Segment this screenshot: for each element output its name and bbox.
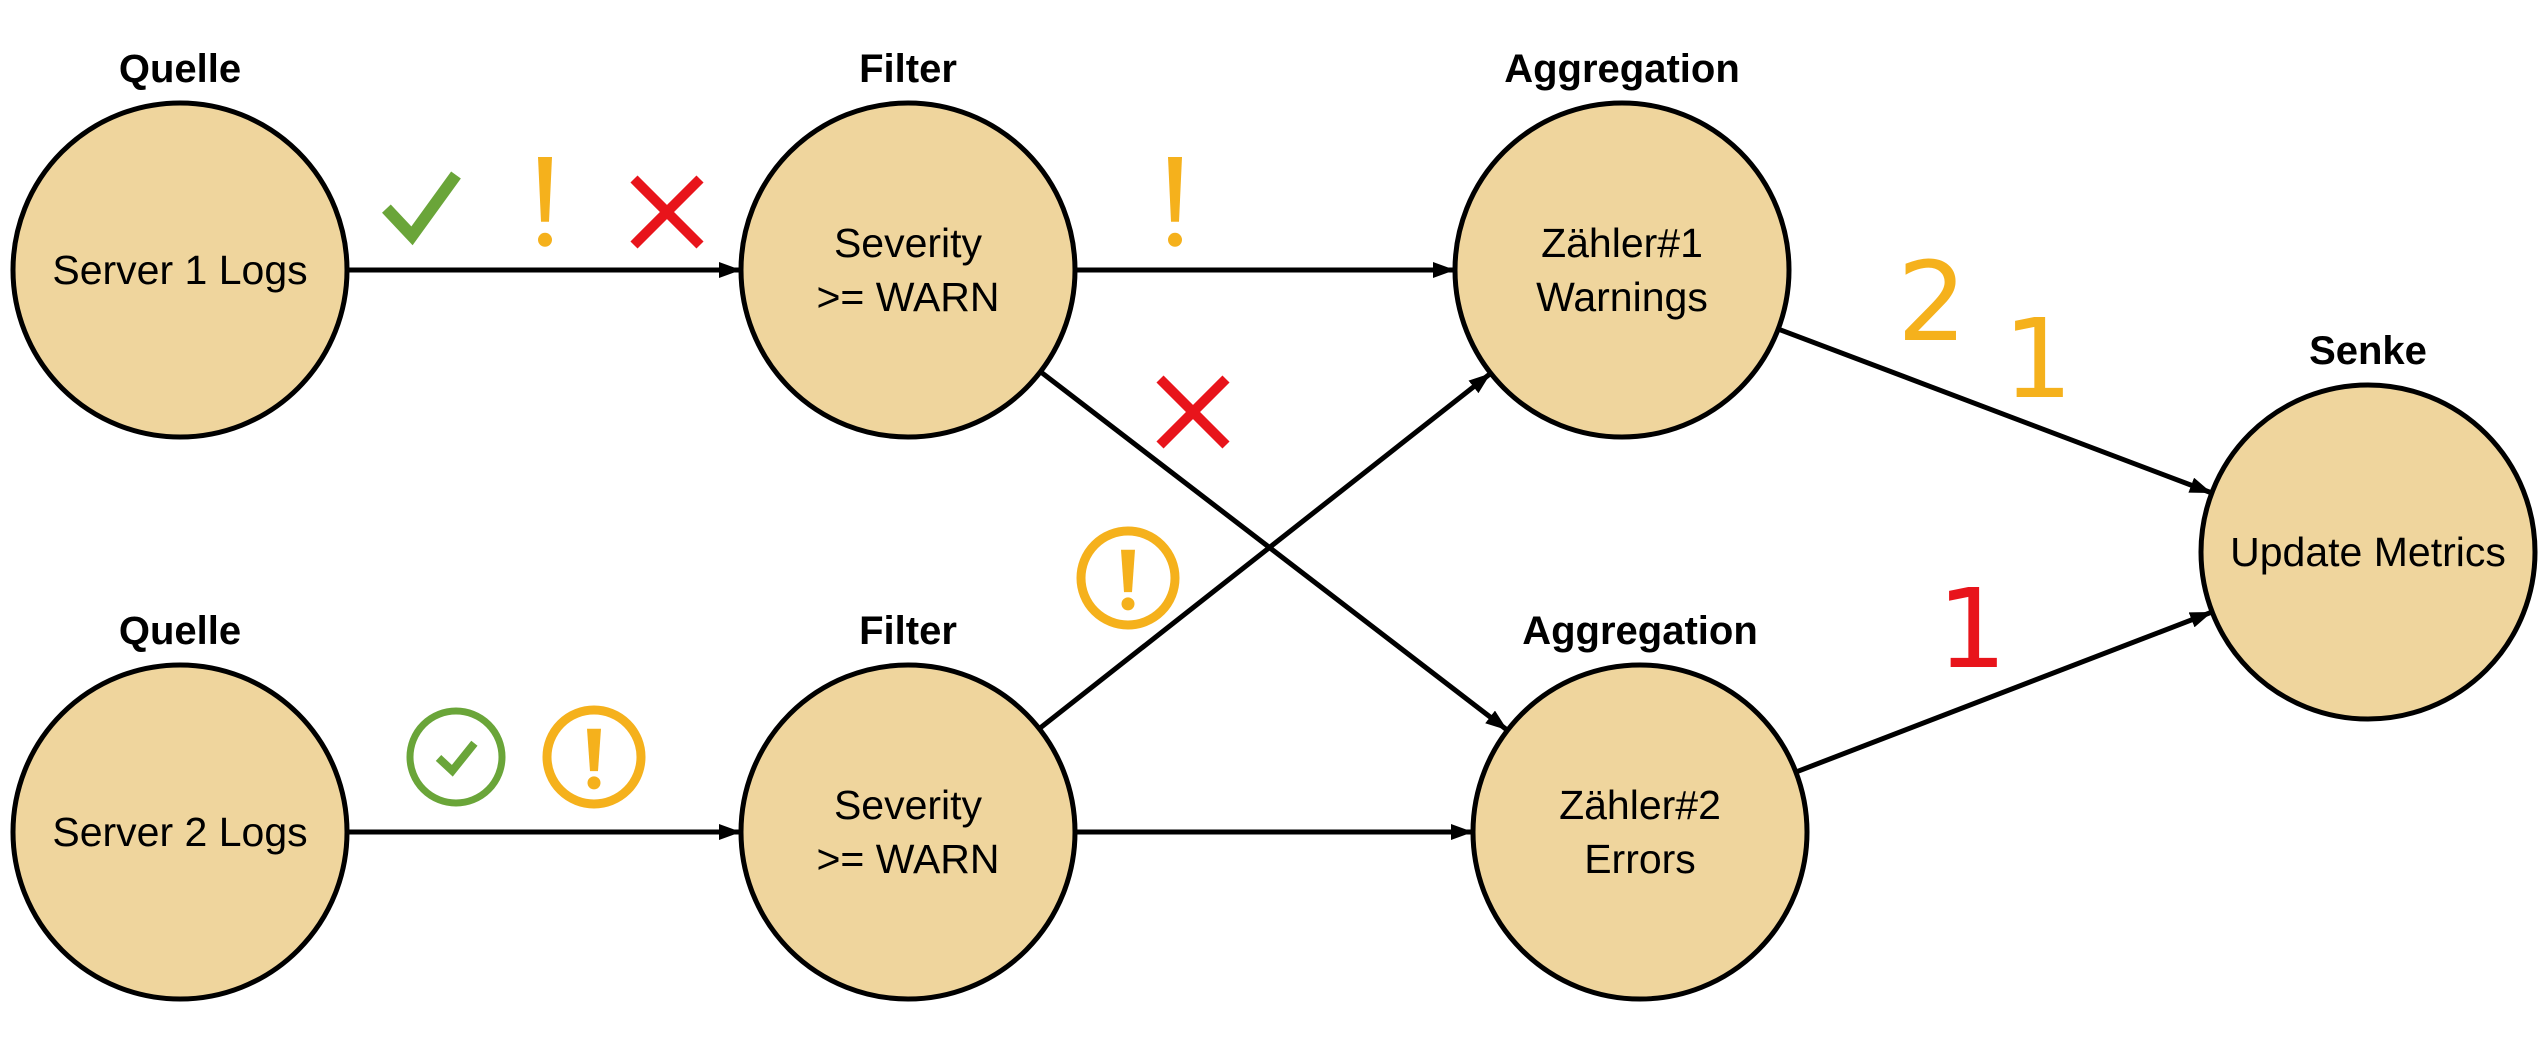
node-label: Server 1 Logs (52, 247, 307, 293)
stage-label: Aggregation (1504, 47, 1740, 91)
stage-label: Quelle (119, 47, 241, 91)
node-circle (738, 662, 1078, 1002)
edge-agg1-sink (1777, 326, 2212, 495)
node-circle (738, 100, 1078, 440)
stage-label: Filter (859, 47, 957, 91)
circled-exclamation-icon (542, 705, 646, 809)
node-label: Update Metrics (2230, 529, 2506, 575)
node-filter1: Filter Severity >= WARN (738, 47, 1078, 440)
node-label: Zähler#1 (1541, 220, 1703, 266)
stage-label: Aggregation (1522, 609, 1758, 653)
edge-filter1-agg2 (1038, 369, 1508, 732)
edge-agg2-sink (1794, 610, 2213, 775)
node-circle (2198, 382, 2538, 722)
node-label: Server 2 Logs (52, 809, 307, 855)
stage-label: Filter (859, 609, 957, 653)
stage-label: Senke (2309, 329, 2427, 373)
count-label: 1 (2003, 295, 2073, 423)
node-source1: Quelle Server 1 Logs (10, 47, 350, 440)
node-label: Zähler#2 (1559, 782, 1721, 828)
node-label: Severity (834, 220, 983, 266)
node-label: >= WARN (816, 836, 999, 882)
node-agg1: Aggregation Zähler#1 Warnings (1452, 47, 1792, 440)
edge-filter2-agg1 (1037, 372, 1491, 731)
node-circle (1470, 662, 1810, 1002)
node-layer: Quelle Server 1 Logs Quelle Server 2 Logs Fi… (10, 47, 2538, 1002)
node-label: Severity (834, 782, 983, 828)
node-source2: Quelle Server 2 Logs (10, 609, 350, 1002)
exclamation-icon (538, 157, 552, 247)
marker-layer: 2 11 (382, 157, 2073, 809)
cross-icon (1156, 375, 1230, 449)
node-circle (10, 100, 350, 440)
node-circle (1452, 100, 1792, 440)
count-label: 1 (1937, 565, 2007, 693)
node-label: Errors (1584, 836, 1696, 882)
stage-label: Quelle (119, 609, 241, 653)
node-circle (10, 662, 350, 1002)
check-icon (382, 171, 461, 246)
edge-layer (347, 262, 2213, 840)
node-label: Warnings (1536, 274, 1708, 320)
node-sink: Senke Update Metrics (2198, 329, 2538, 722)
node-filter2: Filter Severity >= WARN (738, 609, 1078, 1002)
circled-check-icon (406, 707, 506, 807)
node-agg2: Aggregation Zähler#2 Errors (1470, 609, 1810, 1002)
exclamation-icon (1168, 157, 1182, 247)
circled-exclamation-icon (1076, 526, 1180, 630)
cross-icon (630, 175, 704, 249)
count-label: 2 (1897, 238, 1967, 366)
node-label: >= WARN (816, 274, 999, 320)
